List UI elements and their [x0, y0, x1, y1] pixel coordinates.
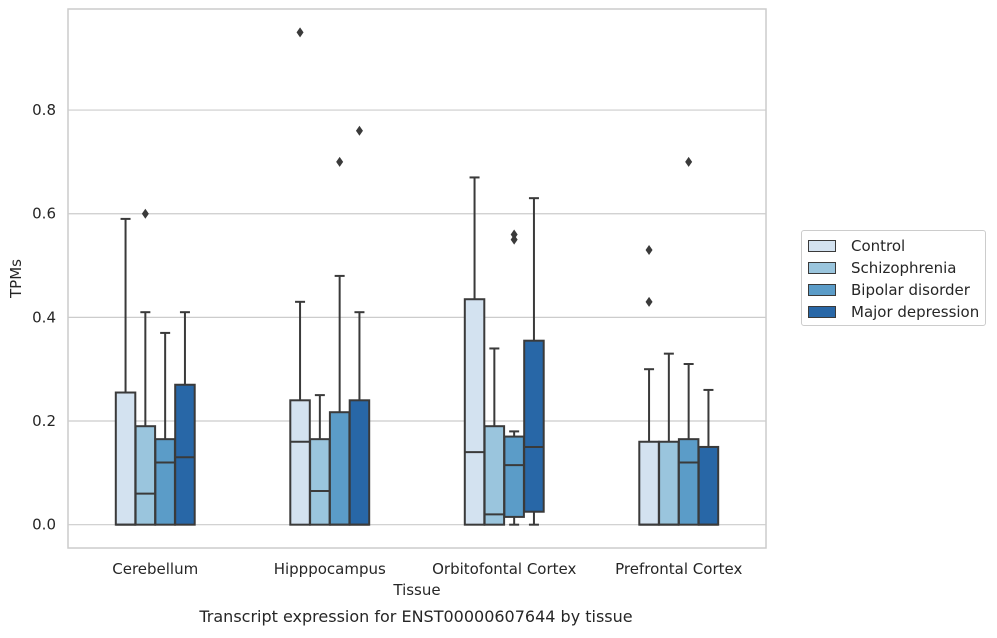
box-2 — [677, 438, 700, 526]
x-axis-label: Tissue — [392, 581, 440, 599]
box-1 — [134, 425, 157, 526]
outlier-marker — [510, 234, 518, 245]
y-tick-label: 0.2 — [32, 412, 56, 430]
x-tick-label: Hipppocampus — [274, 560, 386, 578]
legend-label-schizophrenia: Schizophrenia — [851, 259, 957, 277]
outlier-marker — [141, 208, 149, 219]
y-tick-label: 0.8 — [32, 101, 56, 119]
box-2 — [503, 435, 525, 518]
box-2 — [328, 411, 351, 526]
box-1 — [483, 425, 506, 526]
outlier-marker — [645, 244, 653, 255]
outlier-marker — [355, 125, 363, 136]
x-tick-label: Cerebellum — [112, 560, 198, 578]
box-3 — [174, 383, 196, 526]
outlier-marker — [645, 296, 653, 307]
plot-frame — [67, 8, 767, 549]
box-3 — [523, 339, 545, 513]
box-3 — [697, 445, 720, 526]
legend-item-control: Control — [808, 237, 905, 255]
legend-item-schizophrenia: Schizophrenia — [808, 259, 956, 277]
legend-swatch-schizophrenia — [808, 262, 836, 274]
outlier-marker — [336, 156, 344, 167]
box-0 — [638, 440, 660, 526]
legend-swatch-control — [808, 240, 836, 252]
legend-item-bipolar-disorder: Bipolar disorder — [808, 281, 970, 299]
box-2 — [154, 438, 176, 526]
y-tick-label: 0.0 — [32, 516, 56, 534]
box-1 — [309, 438, 331, 526]
box-0 — [463, 298, 486, 526]
box-0 — [289, 399, 311, 526]
x-tick-label: Prefrontal Cortex — [615, 560, 742, 578]
x-tick-label: Orbitofontal Cortex — [432, 560, 576, 578]
legend-item-major-depression: Major depression — [808, 303, 979, 321]
chart-legend: Control Schizophrenia Bipolar disorder M… — [801, 230, 986, 326]
chart-caption: Transcript expression for ENST0000060764… — [198, 607, 632, 626]
legend-swatch-bipolar-disorder — [808, 284, 836, 296]
outlier-marker — [685, 156, 693, 167]
y-tick-label: 0.6 — [32, 205, 56, 223]
legend-label-major-depression: Major depression — [851, 303, 980, 321]
y-axis-label: TPMs — [7, 259, 25, 299]
box-0 — [114, 391, 137, 526]
outlier-marker — [510, 229, 518, 240]
y-tick-label: 0.4 — [32, 308, 56, 326]
outlier-marker — [296, 27, 304, 38]
legend-label-control: Control — [851, 237, 906, 255]
box-1 — [658, 440, 680, 526]
legend-label-bipolar-disorder: Bipolar disorder — [851, 281, 970, 299]
legend-swatch-major-depression — [808, 306, 836, 318]
box-3 — [348, 399, 371, 526]
